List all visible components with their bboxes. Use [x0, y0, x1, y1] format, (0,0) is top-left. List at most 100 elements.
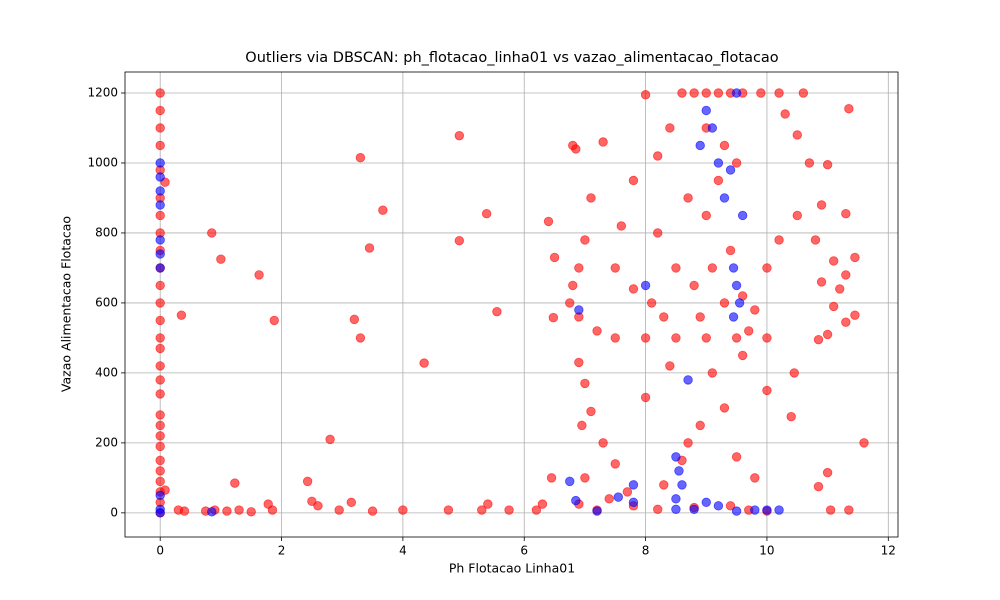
scatter-point	[622, 487, 633, 497]
scatter-point	[155, 140, 165, 151]
scatter-point	[234, 505, 244, 515]
y-tick-label: 1000	[87, 155, 118, 169]
scatter-point	[813, 334, 824, 345]
scatter-point	[254, 270, 264, 280]
scatter-point	[850, 310, 860, 320]
scatter-point	[628, 284, 639, 294]
scatter-point	[731, 88, 742, 98]
scatter-point	[744, 326, 754, 336]
scatter-point	[571, 144, 581, 154]
scatter-point	[762, 385, 772, 396]
scatter-point	[155, 315, 165, 326]
scatter-point	[816, 200, 827, 210]
scatter-point	[737, 350, 748, 361]
scatter-point	[346, 497, 357, 508]
x-tick-label: 0	[156, 544, 164, 558]
scatter-point	[828, 256, 839, 266]
scatter-point	[419, 358, 429, 368]
x-tick-label: 8	[642, 544, 650, 558]
scatter-point	[565, 476, 575, 487]
scatter-point	[707, 123, 718, 133]
scatter-point	[565, 298, 575, 308]
scatter-point	[628, 497, 639, 508]
scatter-point	[713, 88, 724, 98]
scatter-point	[671, 504, 681, 515]
scatter-point	[155, 298, 165, 308]
scatter-point	[850, 252, 860, 263]
scatter-point	[155, 158, 165, 168]
scatter-point	[695, 312, 705, 322]
scatter-point	[683, 375, 693, 385]
scatter-point	[580, 235, 590, 245]
scatter-point	[155, 105, 165, 116]
scatter-point	[548, 312, 559, 323]
scatter-point	[574, 263, 584, 273]
scatter-point	[155, 249, 165, 259]
scatter-point	[731, 333, 742, 343]
scatter-point	[810, 235, 821, 245]
scatter-point	[665, 123, 675, 133]
scatter-point	[216, 254, 226, 264]
scatter-point	[155, 263, 165, 273]
scatter-point	[628, 175, 639, 186]
scatter-point	[580, 378, 590, 389]
scatter-point	[598, 137, 608, 147]
scatter-point	[454, 130, 465, 141]
scatter-point	[549, 252, 560, 263]
scatter-point	[155, 466, 165, 476]
scatter-point	[640, 392, 651, 403]
scatter-point	[640, 280, 651, 291]
scatter-point	[774, 235, 784, 245]
scatter-point	[640, 90, 651, 100]
scatter-point	[378, 205, 388, 215]
scatter-point	[269, 315, 279, 326]
scatter-point	[313, 501, 323, 511]
x-tick-label: 2	[278, 544, 286, 558]
scatter-point	[683, 438, 693, 448]
scatter-point	[841, 209, 851, 219]
scatter-point	[398, 505, 408, 515]
scatter-point	[689, 280, 699, 291]
x-axis-label: Ph Flotacao Linha01	[449, 561, 575, 576]
scatter-point	[155, 210, 165, 221]
scatter-point	[713, 501, 724, 511]
scatter-point	[731, 452, 742, 462]
scatter-point	[737, 210, 748, 221]
scatter-point	[653, 228, 663, 238]
scatter-point	[155, 431, 165, 441]
scatter-point	[604, 494, 614, 504]
scatter-point	[155, 235, 165, 245]
scatter-point	[822, 160, 833, 170]
scatter-point	[613, 492, 623, 502]
scatter-point	[756, 88, 766, 98]
scatter-point	[355, 153, 366, 163]
scatter-point	[155, 375, 165, 385]
scatter-point	[731, 506, 742, 516]
scatter-point	[640, 333, 651, 343]
scatter-point	[731, 280, 742, 291]
scatter-point	[334, 505, 344, 515]
scatter-point	[155, 280, 165, 291]
scatter-point	[586, 406, 596, 417]
scatter-point	[592, 326, 602, 336]
scatter-point	[454, 235, 465, 246]
scatter-point	[325, 434, 335, 445]
scatter-point	[780, 109, 790, 119]
scatter-point	[789, 368, 799, 378]
scatter-point	[671, 494, 681, 504]
scatter-point	[610, 263, 620, 273]
x-tick-label: 10	[759, 544, 774, 558]
scatter-point	[483, 499, 493, 509]
scatter-point	[155, 441, 165, 452]
scatter-point	[828, 301, 839, 312]
scatter-point	[725, 245, 736, 256]
scatter-point	[155, 490, 165, 501]
scatter-point	[577, 420, 587, 431]
scatter-point	[568, 280, 578, 291]
scatter-point	[774, 88, 784, 98]
scatter-point	[719, 403, 730, 413]
scatter-point	[155, 333, 165, 343]
scatter-point	[610, 459, 620, 469]
scatter-point	[750, 473, 760, 483]
scatter-point	[701, 210, 711, 221]
